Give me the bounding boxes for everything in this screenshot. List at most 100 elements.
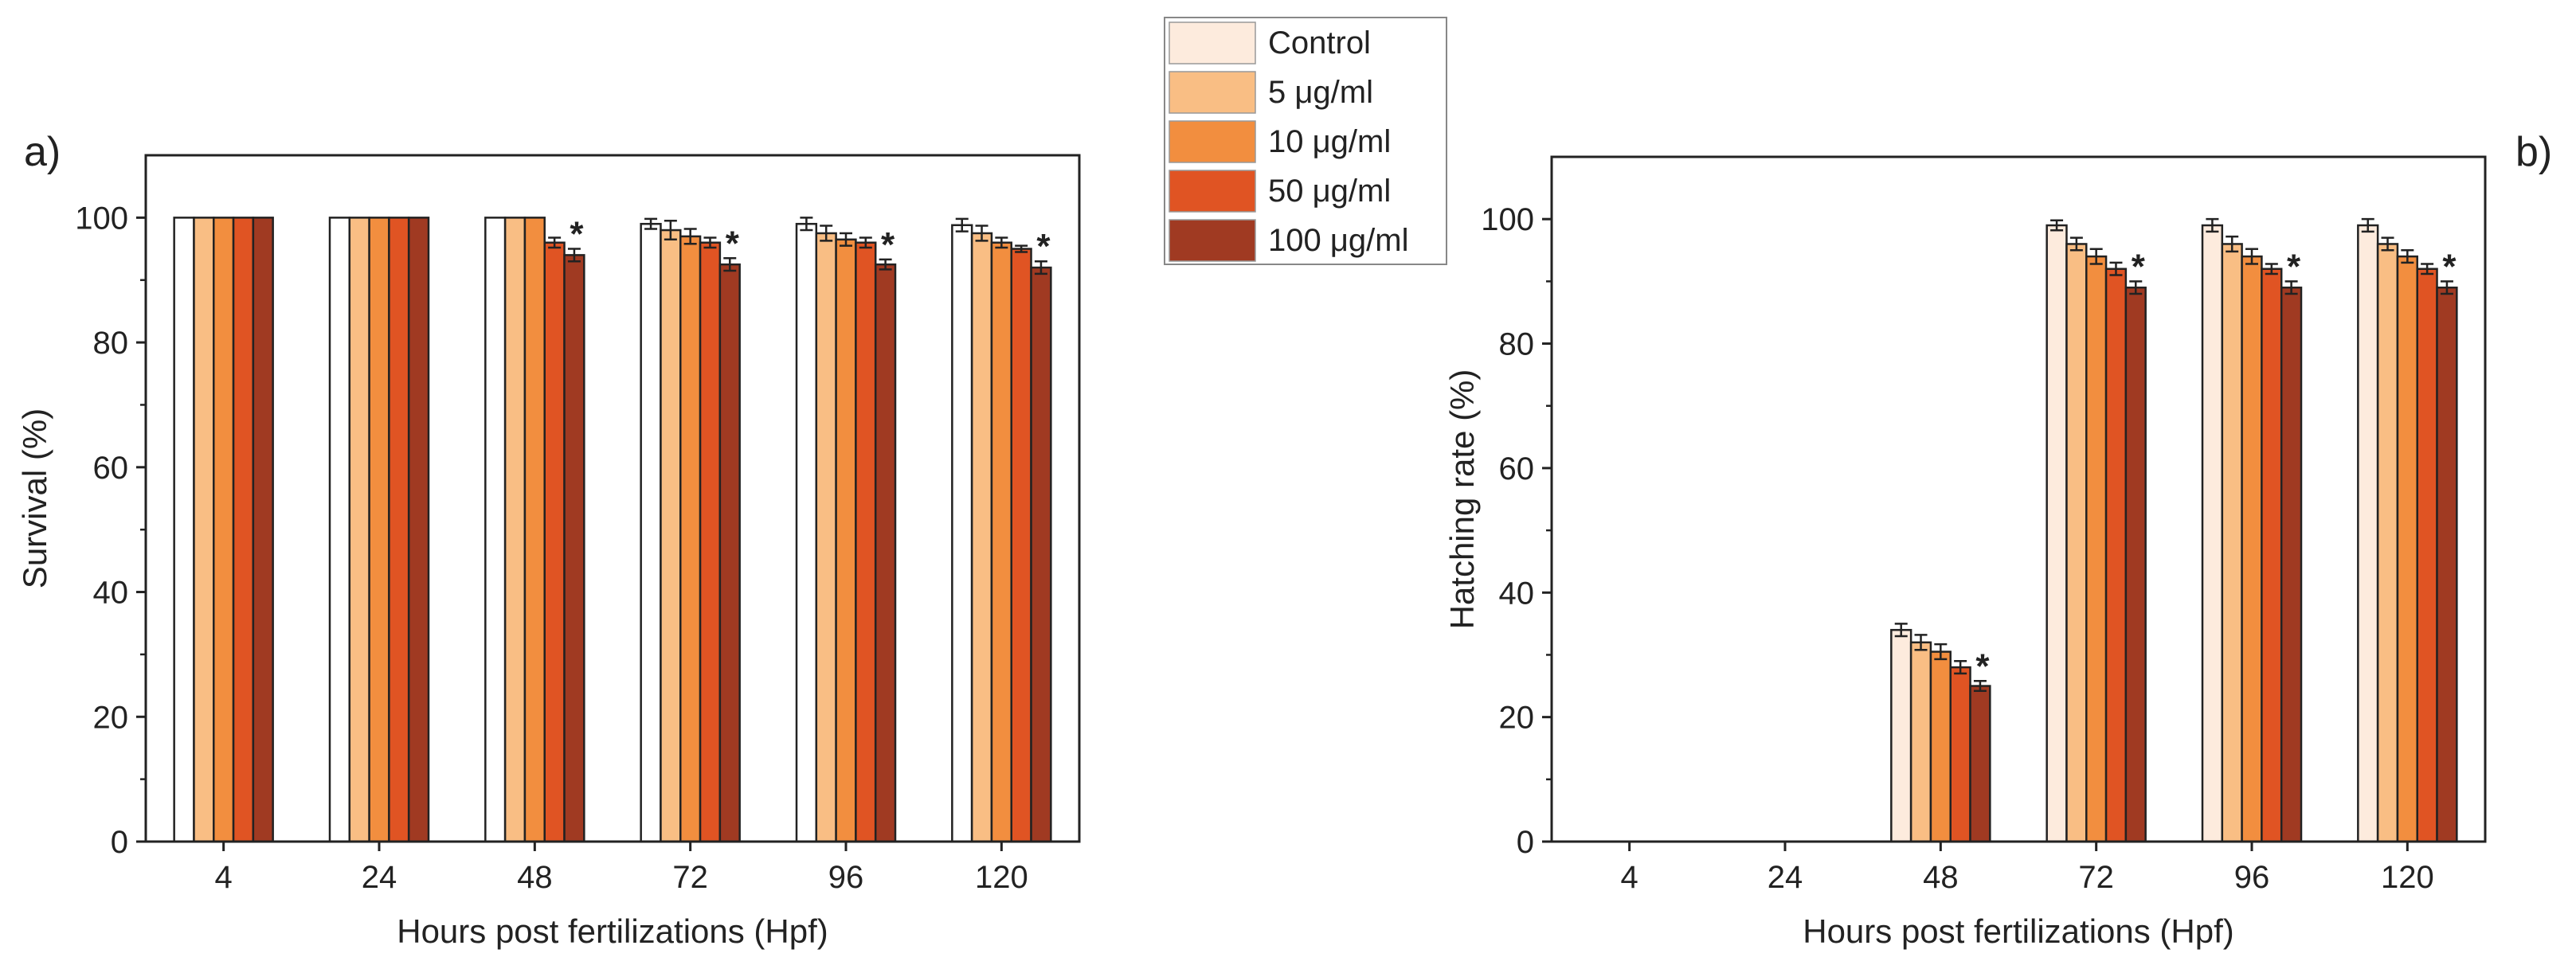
x-tick-label: 24: [362, 860, 397, 895]
x-axis-title: Hours post fertilizations (Hpf): [397, 912, 828, 950]
bar: [640, 222, 662, 843]
legend-swatch: [1169, 21, 1256, 64]
bar: [699, 241, 722, 843]
significance-mark: *: [2132, 247, 2146, 286]
y-tick-label: 80: [1499, 327, 1535, 362]
bar: [795, 222, 818, 843]
legend-swatch: [1169, 71, 1256, 114]
x-tick-label: 24: [1768, 860, 1803, 895]
y-tick-label: 40: [1499, 576, 1535, 611]
bar: [718, 263, 741, 843]
legend-label: 5 μg/ml: [1268, 75, 1373, 110]
legend-label: 100 μg/ml: [1268, 223, 1408, 258]
x-tick-label: 72: [2078, 860, 2114, 895]
plot-frame: [1550, 155, 2487, 843]
bar: [815, 232, 837, 843]
bar: [2436, 286, 2458, 843]
y-tick-label: 100: [75, 201, 128, 236]
bar: [2241, 255, 2263, 843]
y-tick-label: 0: [111, 825, 128, 860]
x-axis-title: Hours post fertilizations (Hpf): [1803, 912, 2234, 950]
panel-label: b): [2515, 129, 2552, 175]
bar: [855, 241, 877, 843]
survival-chart: * * * * 0 20 40 60 80 100 4 24 48 72 96 120 Hours post f…: [16, 129, 1081, 950]
legend-label: 50 μg/ml: [1268, 174, 1391, 209]
bar: [990, 241, 1012, 843]
bar: [1969, 685, 1991, 843]
x-tick-label: 120: [975, 860, 1028, 895]
bar: [2104, 268, 2128, 843]
y-tick-label: 60: [93, 451, 129, 486]
legend-label: Control: [1268, 25, 1371, 61]
x-tick-label: 4: [1621, 860, 1638, 895]
bar: [1890, 628, 1912, 843]
legend: Control 5 μg/ml 10 μg/ml 50 μg/ml 100 μg/ml: [1164, 17, 1447, 265]
bar: [348, 217, 370, 843]
bar: [2065, 243, 2088, 843]
legend-label: 10 μg/ml: [1268, 124, 1391, 159]
bar: [173, 217, 195, 843]
bar: [368, 217, 390, 843]
significance-mark: *: [570, 215, 584, 254]
bar: [388, 217, 410, 843]
bar: [2124, 286, 2147, 843]
bar: [970, 232, 993, 843]
x-tick-label: 48: [1923, 860, 1959, 895]
bar: [232, 217, 255, 843]
bar: [679, 235, 702, 843]
y-tick-label: 0: [1517, 825, 1534, 860]
bar: [543, 241, 566, 843]
x-tick-label: 72: [672, 860, 708, 895]
bar: [835, 238, 857, 843]
bar: [523, 217, 546, 843]
bar: [1949, 666, 1971, 843]
x-tick-label: 120: [2381, 860, 2434, 895]
bar: [874, 263, 897, 843]
y-tick-label: 20: [93, 700, 129, 735]
bar: [193, 217, 215, 843]
significance-mark: *: [1975, 647, 1990, 686]
bar: [2221, 243, 2243, 843]
bar: [484, 217, 507, 843]
bar: [1909, 641, 1932, 843]
significance-mark: *: [881, 225, 895, 264]
bar: [2046, 224, 2068, 843]
bar: [252, 217, 274, 843]
bar: [1929, 650, 1952, 843]
significance-mark: *: [726, 224, 740, 263]
legend-swatch: [1169, 219, 1256, 262]
hatching-rate-chart: * * * * 0 20 40 60 80 100 4 24 48 72 96 120 Hours post f…: [1443, 129, 2552, 950]
y-tick-label: 20: [1499, 701, 1535, 736]
legend-swatch: [1169, 170, 1256, 213]
x-tick-label: 4: [215, 860, 233, 895]
plot-frame: [144, 154, 1081, 843]
bar: [1030, 266, 1052, 843]
y-axis-title: Survival (%): [16, 408, 53, 588]
x-tick-label: 96: [2234, 860, 2270, 895]
legend-swatch: [1169, 120, 1256, 163]
y-tick-label: 100: [1481, 202, 1534, 237]
bar: [951, 224, 973, 843]
bar: [2280, 286, 2303, 843]
bar: [2261, 268, 2283, 843]
bar: [407, 217, 430, 843]
y-tick-label: 80: [93, 326, 129, 361]
significance-mark: *: [2442, 247, 2457, 286]
x-tick-label: 96: [828, 860, 864, 895]
y-axis-title: Hatching rate (%): [1443, 369, 1481, 630]
bar: [2376, 243, 2399, 843]
y-tick-label: 40: [93, 576, 129, 611]
bar: [2396, 255, 2418, 843]
bar: [503, 217, 527, 843]
bar: [563, 254, 585, 843]
bar: [2416, 268, 2438, 843]
panel-label: a): [24, 129, 61, 175]
significance-mark: *: [1036, 227, 1051, 266]
bar: [213, 217, 235, 843]
y-tick-label: 60: [1499, 451, 1535, 486]
bar: [2201, 224, 2224, 843]
significance-mark: *: [2287, 247, 2301, 286]
x-tick-label: 48: [517, 860, 553, 895]
bar: [2085, 255, 2108, 843]
